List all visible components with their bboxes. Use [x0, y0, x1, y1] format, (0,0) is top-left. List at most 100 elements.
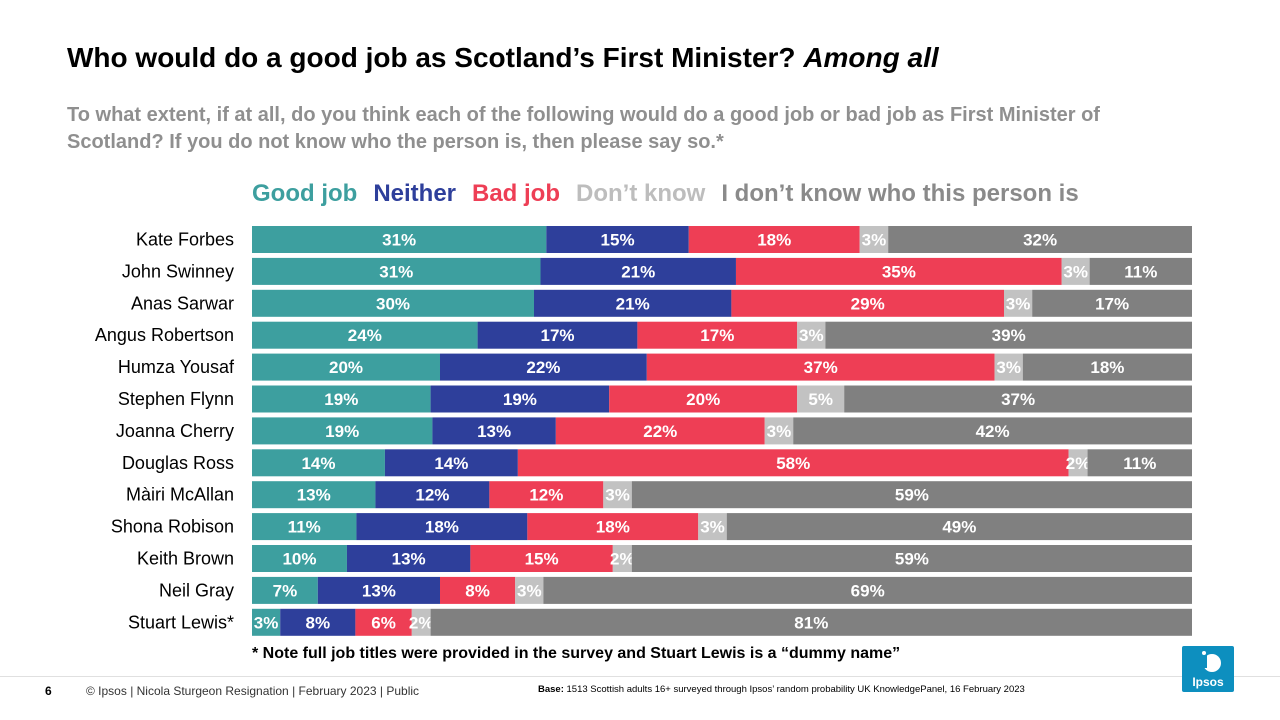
bar-segment — [546, 226, 689, 253]
bar-segment — [317, 576, 440, 604]
data-label: 15% — [601, 231, 635, 250]
data-label: 18% — [425, 518, 459, 537]
bar-segment — [252, 608, 281, 636]
bar-segment — [375, 481, 490, 509]
bar-segment — [252, 513, 357, 541]
data-label: 3% — [700, 518, 725, 537]
bar-segment — [764, 417, 794, 445]
bar-segment — [825, 321, 1192, 349]
bar-segment — [888, 226, 1192, 253]
data-label: 24% — [348, 326, 382, 345]
category-label: Humza Yousaf — [118, 357, 235, 377]
footnote: * Note full job titles were provided in … — [252, 645, 901, 662]
data-label: 12% — [529, 486, 563, 505]
data-label: 12% — [415, 486, 449, 505]
bar-segment — [793, 417, 1192, 445]
data-label: 69% — [851, 581, 885, 600]
bar-segment — [515, 576, 544, 604]
data-label: 22% — [643, 422, 677, 441]
bar-segment — [252, 449, 385, 477]
bar-segment — [731, 289, 1004, 317]
bar-segment — [844, 385, 1192, 413]
data-label: 8% — [465, 581, 490, 600]
bar-segment — [1068, 449, 1088, 477]
bar-segment — [646, 353, 995, 381]
data-label: 17% — [1095, 294, 1129, 313]
bar-segment — [1022, 353, 1192, 381]
data-label: 42% — [976, 422, 1010, 441]
legend-item-0: Good job — [252, 180, 358, 207]
category-label: Neil Gray — [159, 580, 234, 600]
chart-legend: Good job Neither Bad job Don’t know I don’t … — [252, 180, 1095, 208]
data-label: 3% — [862, 231, 887, 250]
data-label: 17% — [540, 326, 574, 345]
data-label: 3% — [996, 358, 1021, 377]
data-label: 29% — [851, 294, 885, 313]
bar-segment — [517, 449, 1069, 477]
category-label: Douglas Ross — [122, 453, 234, 473]
data-label: 3% — [767, 422, 792, 441]
bar-segment — [477, 321, 638, 349]
category-label: John Swinney — [122, 261, 234, 281]
data-label: 58% — [776, 454, 810, 473]
data-label: 11% — [288, 518, 321, 537]
bar-segment — [1032, 289, 1192, 317]
bar-segment — [631, 481, 1192, 509]
data-label: 3% — [254, 613, 279, 632]
data-label: 15% — [525, 550, 559, 569]
category-label: Angus Robertson — [95, 325, 234, 345]
bar-segment — [440, 353, 647, 381]
bar-segment — [1087, 449, 1192, 477]
data-label: 49% — [942, 518, 976, 537]
bar-segment — [688, 226, 860, 253]
bar-segment — [797, 321, 826, 349]
category-label: Joanna Cherry — [116, 421, 234, 441]
data-label: 31% — [382, 231, 416, 250]
data-label: 11% — [1124, 262, 1157, 281]
data-label: 59% — [895, 550, 929, 569]
bar-segment — [637, 321, 798, 349]
page-title: Who would do a good job as Scotland’s Fi… — [67, 42, 939, 74]
data-label: 81% — [794, 613, 828, 632]
data-label: 19% — [325, 422, 359, 441]
data-label: 8% — [306, 613, 331, 632]
footer-divider — [0, 676, 1280, 677]
bar-segment — [540, 257, 736, 285]
category-label: Stephen Flynn — [118, 389, 234, 409]
category-label: Shona Robison — [111, 517, 234, 537]
bar-segment — [355, 608, 412, 636]
category-label: Stuart Lewis* — [128, 612, 234, 632]
bar-segment — [252, 257, 541, 285]
data-label: 59% — [895, 486, 929, 505]
data-label: 31% — [379, 262, 413, 281]
bar-segment — [252, 353, 440, 381]
bar-segment — [1089, 257, 1192, 285]
bar-segment — [252, 289, 534, 317]
data-label: 32% — [1023, 231, 1057, 250]
category-label: Anas Sarwar — [131, 293, 234, 313]
bar-segment — [543, 576, 1192, 604]
base-note: Base: 1513 Scottish adults 16+ surveyed … — [538, 684, 1025, 695]
data-label: 20% — [329, 358, 363, 377]
bar-segment — [252, 576, 318, 604]
bar-segment — [430, 608, 1193, 636]
bar-segment — [252, 545, 347, 572]
bar-segment — [252, 321, 478, 349]
bar-segment — [411, 608, 431, 636]
category-label: Kate Forbes — [136, 230, 234, 250]
data-label: 3% — [799, 326, 824, 345]
data-label: 3% — [1063, 262, 1088, 281]
bar-segment — [612, 545, 632, 572]
bar-segment — [797, 385, 845, 413]
data-label: 2% — [610, 550, 635, 569]
bar-segment — [252, 417, 433, 445]
legend-item-2: Bad job — [472, 180, 560, 207]
ipsos-logo-icon — [1202, 651, 1221, 672]
data-label: 18% — [596, 518, 630, 537]
data-label: 13% — [362, 581, 396, 600]
logo-text: Ipsos — [1192, 675, 1224, 689]
legend-item-1: Neither — [373, 180, 456, 207]
data-label: 11% — [1123, 454, 1156, 473]
stacked-bar-chart: Kate Forbes 31% 15% 18% 3% 32% John Swinney 31%… — [95, 226, 1193, 636]
data-label: 6% — [371, 613, 396, 632]
